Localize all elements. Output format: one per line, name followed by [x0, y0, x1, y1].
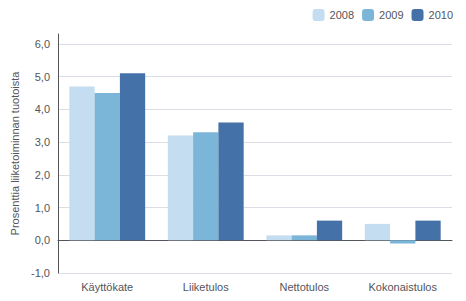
svg-text:Kokonaistulos: Kokonaistulos [369, 281, 438, 293]
svg-text:Prosenttia liiketoiminnan tuot: Prosenttia liiketoiminnan tuotoista [9, 71, 21, 236]
svg-text:Nettotulos: Nettotulos [279, 281, 329, 293]
svg-text:6,0: 6,0 [35, 38, 50, 50]
svg-text:2008: 2008 [330, 9, 354, 21]
svg-text:2009: 2009 [379, 9, 403, 21]
svg-text:4,0: 4,0 [35, 103, 50, 115]
svg-text:1,0: 1,0 [35, 202, 50, 214]
svg-text:Liiketulos: Liiketulos [183, 281, 229, 293]
svg-text:5,0: 5,0 [35, 71, 50, 83]
svg-text:-1,0: -1,0 [31, 267, 50, 279]
svg-text:0,0: 0,0 [35, 234, 50, 246]
svg-text:2,0: 2,0 [35, 169, 50, 181]
svg-text:2010: 2010 [429, 9, 453, 21]
svg-text:Käyttökate: Käyttökate [81, 281, 133, 293]
svg-text:3,0: 3,0 [35, 136, 50, 148]
